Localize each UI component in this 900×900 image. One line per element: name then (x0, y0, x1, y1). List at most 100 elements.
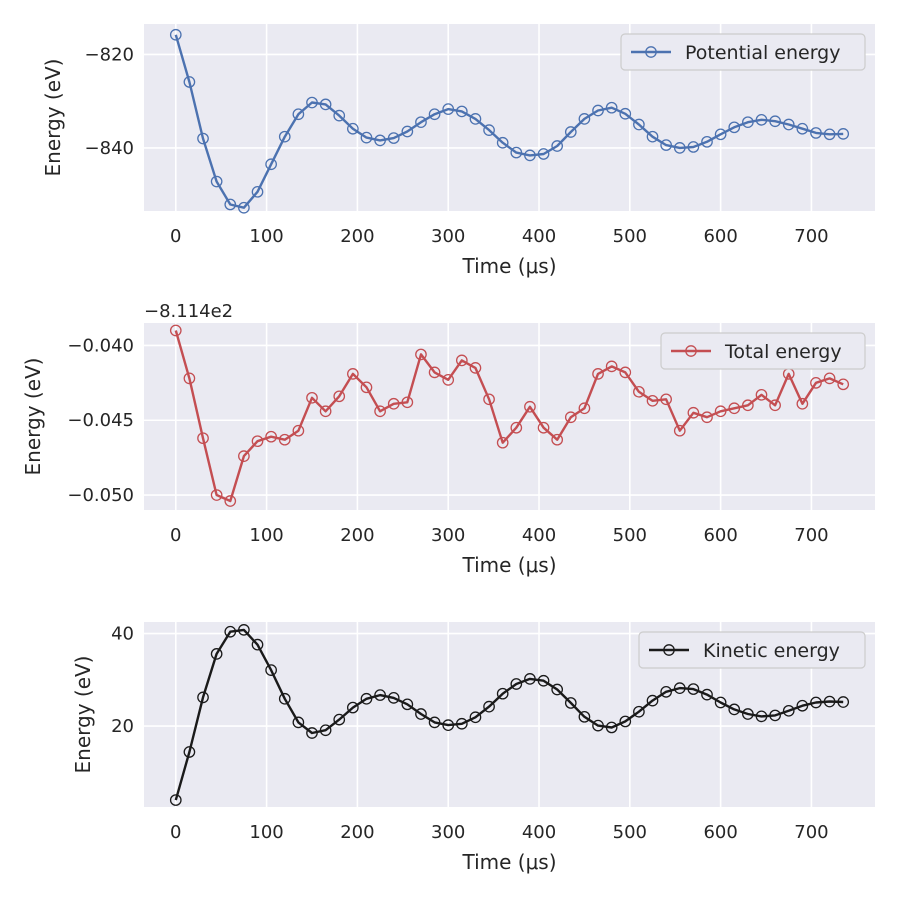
x-tick-label: 400 (522, 822, 556, 843)
data-point (782, 704, 795, 717)
data-point (265, 664, 277, 676)
data-point (782, 118, 795, 131)
data-point (306, 391, 318, 404)
x-tick-label: 100 (249, 525, 283, 546)
data-point (210, 648, 223, 660)
data-point (633, 385, 645, 398)
data-point (673, 142, 686, 154)
data-point (646, 694, 659, 707)
data-point (169, 324, 182, 337)
x-tick-label: 600 (703, 525, 737, 546)
data-point (496, 136, 509, 149)
y-axis-label: Energy (eV) (71, 656, 95, 774)
data-point (333, 713, 346, 726)
legend-label: Kinetic energy (703, 640, 840, 662)
series-line (174, 330, 844, 503)
series-line (174, 34, 844, 209)
data-point (483, 393, 495, 406)
legend-marker (685, 345, 697, 357)
legend: Kinetic energy (638, 631, 866, 669)
data-point (769, 709, 781, 722)
data-point (319, 405, 332, 418)
data-point (564, 411, 577, 424)
data-point (823, 128, 836, 141)
data-point (810, 376, 822, 389)
legend-marker (645, 46, 657, 58)
data-point (333, 109, 346, 122)
data-point (210, 175, 223, 188)
x-tick-label: 500 (613, 822, 647, 843)
data-point (510, 421, 523, 434)
y-tick-label: −840 (85, 138, 134, 159)
data-point (415, 708, 427, 720)
legend-label: Total energy (724, 341, 842, 363)
data-point (619, 715, 632, 728)
x-axis-label: Time (μs) (461, 850, 556, 874)
data-point (578, 402, 591, 415)
x-tick-label: 700 (794, 226, 828, 247)
data-point (524, 149, 536, 162)
data-point (551, 140, 564, 152)
data-point (265, 158, 277, 171)
data-point (510, 678, 523, 690)
y-tick-label: 20 (111, 716, 134, 737)
data-point (742, 708, 754, 720)
x-tick-label: 500 (613, 525, 647, 546)
x-tick-label: 200 (340, 525, 374, 546)
data-point (837, 696, 850, 708)
x-axis-label: Time (μs) (461, 254, 556, 278)
data-point (605, 360, 618, 373)
data-point (428, 108, 441, 121)
data-point (210, 489, 223, 501)
data-point (646, 394, 659, 407)
data-point (810, 127, 822, 139)
data-point (292, 716, 305, 729)
data-point (387, 132, 400, 144)
data-point (428, 366, 441, 379)
x-tick-label: 0 (170, 525, 181, 546)
data-point (551, 683, 564, 696)
legend-frame (620, 33, 866, 71)
data-point (755, 113, 768, 126)
data-point (224, 495, 237, 507)
data-point (442, 719, 455, 731)
data-point (387, 397, 400, 410)
x-tick-label: 100 (249, 226, 283, 247)
data-point (646, 130, 659, 143)
data-point (483, 700, 495, 713)
data-point (455, 717, 468, 730)
data-point (238, 201, 250, 214)
data-point (510, 146, 523, 159)
data-point (633, 705, 645, 718)
data-point (592, 368, 604, 380)
data-point (347, 368, 359, 380)
data-point (619, 107, 632, 120)
data-point (483, 124, 495, 136)
data-point (714, 405, 727, 418)
data-point (837, 378, 850, 391)
data-point (619, 366, 632, 379)
x-tick-label: 300 (431, 525, 465, 546)
x-tick-label: 500 (613, 226, 647, 247)
x-tick-label: 0 (170, 226, 181, 247)
data-point (238, 450, 250, 462)
data-point (769, 115, 781, 128)
data-point (374, 689, 386, 701)
data-point (387, 691, 400, 704)
data-point (701, 688, 713, 701)
data-point (169, 794, 182, 806)
data-point (306, 96, 318, 109)
y-tick-label: −0.045 (67, 410, 134, 431)
data-point (524, 400, 536, 413)
data-point (469, 711, 482, 724)
data-point (455, 105, 468, 118)
data-point (442, 373, 455, 386)
data-point (728, 703, 741, 716)
x-tick-label: 100 (249, 822, 283, 843)
y-tick-label: −0.040 (67, 335, 134, 356)
legend: Total energy (660, 332, 866, 370)
data-point (769, 399, 781, 412)
data-point (701, 411, 713, 424)
data-point (401, 125, 414, 138)
